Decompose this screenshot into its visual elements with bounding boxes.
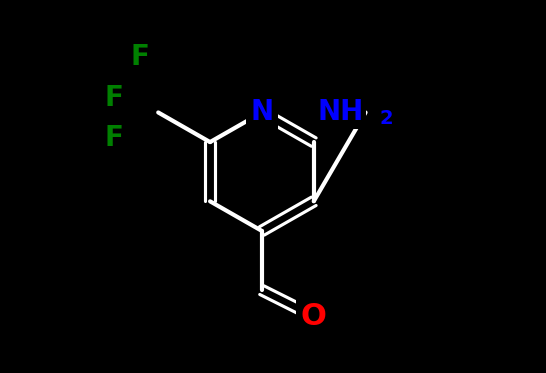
Text: 2: 2 [379, 109, 393, 128]
Text: O: O [301, 302, 327, 330]
Text: N: N [250, 98, 274, 126]
Text: F: F [130, 43, 149, 71]
Text: F: F [104, 124, 123, 153]
Text: NH: NH [317, 98, 364, 126]
Text: F: F [104, 84, 123, 112]
